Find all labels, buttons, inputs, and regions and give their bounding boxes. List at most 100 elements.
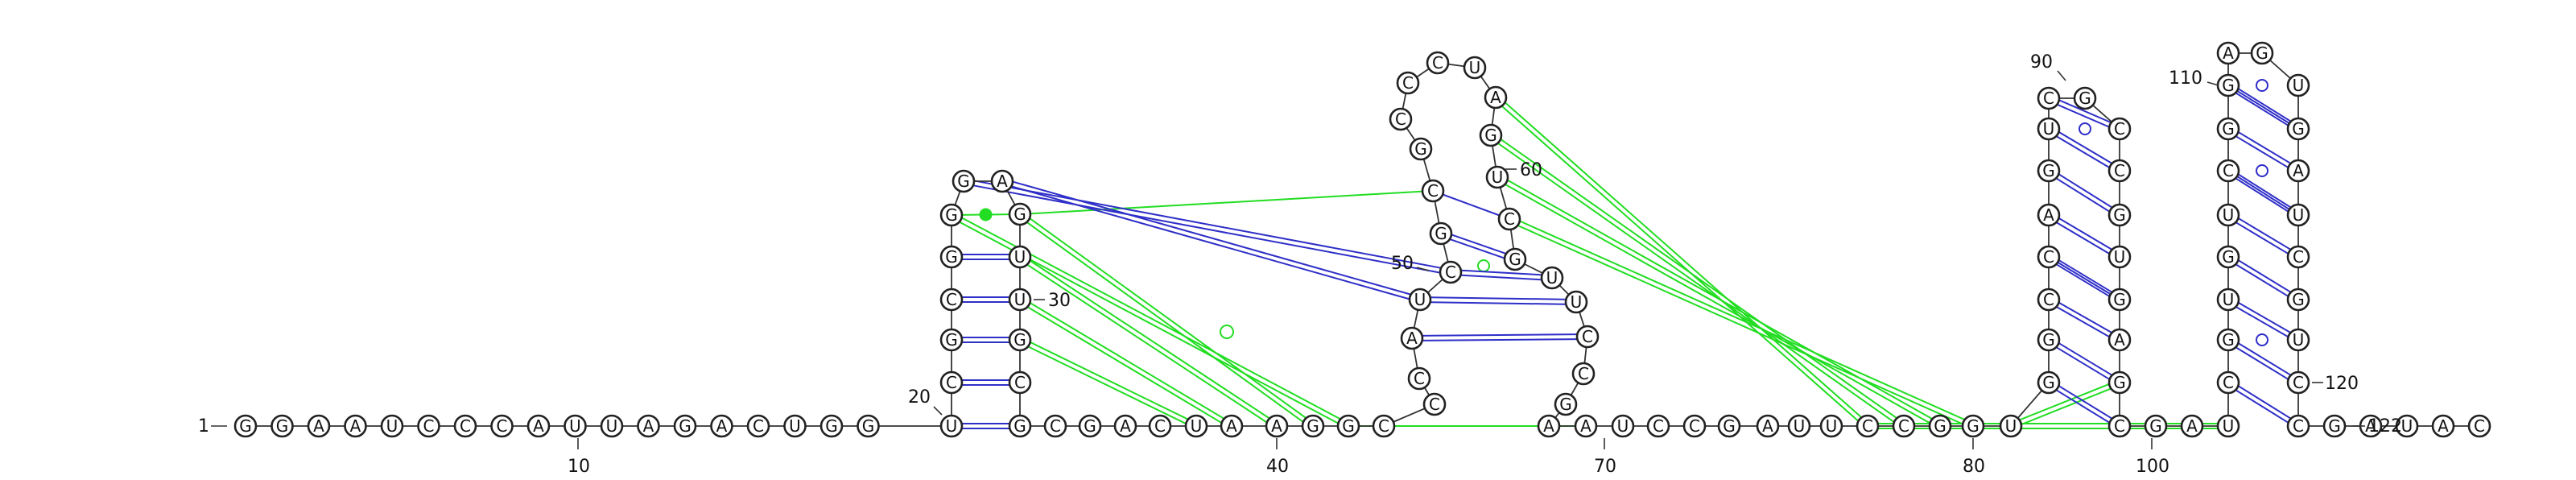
tertiary-interaction [1493,98,1867,428]
tertiary-interaction [1509,216,1975,425]
svg-text:U: U [789,416,801,436]
nucleotide-115: U [2286,328,2310,352]
svg-text:G: G [2222,76,2235,95]
nucleotide-68: C [1646,414,1670,438]
nucleotide-12: A [637,414,660,438]
svg-text:C: C [1402,73,1414,93]
tertiary-interaction [1018,341,1196,429]
nucleotide-17: G [819,414,844,438]
gu-pair-marker [2256,333,2268,346]
nucleotide-21: G [939,328,964,352]
svg-text:G: G [2113,205,2126,225]
nucleotide-11: U [600,414,624,438]
svg-text:U: U [1794,416,1806,436]
nucleotide-95: C [2107,414,2132,438]
nucleotide-39: A [1265,414,1289,438]
nucleotide-100: G [2216,328,2240,352]
nucleotide-32: G [1008,414,1032,438]
nucleotide-73: U [1819,414,1843,438]
svg-text:G: G [2292,119,2305,139]
nucleotide-38: A [1220,414,1244,438]
svg-text:G: G [1013,205,1026,224]
base-pair [2226,258,2297,303]
nucleotide-43: C [1422,392,1447,416]
svg-text:G: G [2222,330,2235,350]
svg-text:C: C [2293,373,2304,392]
nucleotide-75: C [1892,414,1916,438]
tertiary-interaction [1019,190,1434,215]
nucleotide-46: U [1408,288,1432,312]
tertiary-interaction [1021,211,1315,425]
svg-text:G: G [957,172,970,191]
nucleotide-114: G [2286,288,2310,312]
svg-text:A: A [1406,329,1418,348]
svg-text:C: C [1653,416,1664,436]
nucleotide-63: C [1571,362,1596,386]
svg-text:C: C [2223,161,2234,180]
base-pair [1441,230,1517,259]
nucleotide-93: A [2107,328,2132,352]
base-pair [2229,254,2301,299]
pseudoknot-pair [963,182,1451,275]
nucleotide-54: U [1463,56,1487,80]
pseudoknot-pair [1001,182,1420,303]
base-pair [2228,296,2300,339]
svg-text:G: G [2079,89,2091,108]
svg-text:C: C [2293,416,2304,436]
svg-text:U: U [2293,330,2305,350]
svg-text:A: A [2293,161,2304,180]
nucleotide-61: U [1564,290,1588,314]
non-canonical-pair [2227,170,2299,216]
base-pair [2047,99,2120,132]
position-labels: 1 10 20 30 40 50 60 70 80 90 100 110 120… [198,52,2402,477]
non-canonical-pair [2227,85,2299,130]
svg-text:C: C [2043,290,2054,309]
nucleotide-90: G [2107,203,2132,227]
nucleotide-81: C [2037,288,2061,312]
svg-text:U: U [1546,268,1558,288]
svg-text:G: G [1509,250,1521,269]
svg-text:U: U [386,416,398,436]
svg-text:C: C [2043,247,2054,267]
svg-text:C: C [946,290,957,309]
nucleotide-13: G [673,414,697,438]
nucleotide-79: G [2037,370,2061,395]
svg-text:A: A [1580,416,1591,436]
base-pair [2229,168,2301,214]
base-pair [2046,172,2119,218]
nucleotide-119: A [2359,414,2383,438]
nucleotide-7: C [453,414,477,438]
svg-text:C: C [1504,209,1515,229]
nucleotide-49: C [1421,179,1445,203]
base-pair [2227,300,2298,343]
svg-text:U: U [2043,119,2055,139]
tertiary-interaction [1508,220,1973,429]
base-pair [1412,337,1588,341]
nucleotide-2: G [270,414,294,438]
nucleotide-70: G [1717,414,1741,438]
svg-text:G: G [1967,416,1979,436]
gu-pair-marker [2079,122,2091,135]
nucleotide-53: C [1426,51,1450,75]
svg-text:A: A [643,416,654,436]
position-label-80: 80 [1963,457,1985,477]
nucleotide-71: A [1756,414,1780,438]
svg-text:U: U [2005,416,2017,436]
svg-text:C: C [423,416,435,436]
nucleotide-106: G [2216,73,2240,97]
svg-text:U: U [1617,416,1629,436]
svg-text:C: C [1154,416,1166,436]
nucleotide-40: G [1301,414,1325,438]
pseudoknot-pair [1002,178,1422,299]
nucleotide-112: U [2286,203,2310,227]
svg-text:G: G [2149,416,2162,436]
base-pair [2226,86,2297,132]
nucleotide-9: A [526,414,551,438]
position-label-50: 50 [1391,254,1414,274]
nucleotide-72: U [1787,414,1811,438]
base-pair [2226,341,2297,386]
base-pair [1439,234,1515,263]
base-pair [1420,296,1577,301]
